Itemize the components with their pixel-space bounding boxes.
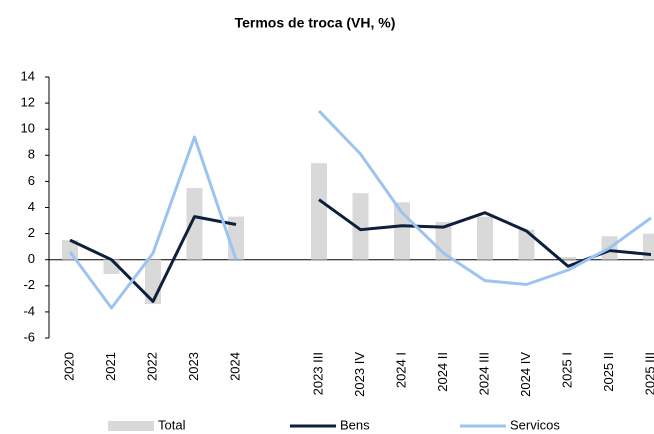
bar bbox=[352, 193, 369, 260]
y-tick-label: 4 bbox=[28, 199, 35, 214]
x-tick-label: 2024 I bbox=[393, 352, 408, 388]
x-tick-label: 2023 IV bbox=[352, 352, 367, 397]
x-tick-label: 2024 III bbox=[476, 352, 491, 395]
y-tick-label: 6 bbox=[28, 173, 35, 188]
chart-title: Termos de troca (VH, %) bbox=[235, 15, 396, 31]
x-tick-label: 2020 bbox=[61, 352, 76, 381]
x-tick-label: 2025 I bbox=[559, 352, 574, 388]
legend-label: Total bbox=[158, 417, 186, 432]
legend-swatch bbox=[108, 421, 154, 431]
y-tick-label: 8 bbox=[28, 147, 35, 162]
x-tick-label: 2024 II bbox=[435, 352, 450, 392]
line bbox=[68, 109, 652, 310]
bar bbox=[311, 163, 327, 260]
bar bbox=[186, 187, 203, 260]
x-tick-label: 2025 III bbox=[642, 352, 654, 395]
legend-label: Servicos bbox=[510, 417, 560, 432]
x-tick-label: 2022 bbox=[144, 352, 159, 381]
y-tick-label: 0 bbox=[28, 251, 35, 266]
y-tick-label: -6 bbox=[23, 329, 35, 344]
legend-label: Bens bbox=[340, 417, 370, 432]
y-tick-label: -4 bbox=[23, 303, 35, 318]
y-tick-label: 14 bbox=[21, 68, 35, 83]
y-tick-label: 12 bbox=[21, 95, 35, 110]
bar bbox=[560, 257, 576, 260]
bar bbox=[518, 229, 535, 260]
x-tick-label: 2024 bbox=[227, 352, 242, 381]
bar bbox=[643, 233, 654, 260]
x-tick-label: 2023 bbox=[186, 352, 201, 381]
x-tick-label: 2021 bbox=[103, 352, 118, 381]
y-tick-label: -2 bbox=[23, 277, 35, 292]
x-tick-label: 2025 II bbox=[601, 352, 616, 392]
bar bbox=[477, 216, 493, 260]
x-tick-label: 2023 III bbox=[310, 352, 325, 395]
x-tick-label: 2024 IV bbox=[518, 352, 533, 397]
y-tick-label: 2 bbox=[28, 225, 35, 240]
y-tick-label: 10 bbox=[21, 121, 35, 136]
